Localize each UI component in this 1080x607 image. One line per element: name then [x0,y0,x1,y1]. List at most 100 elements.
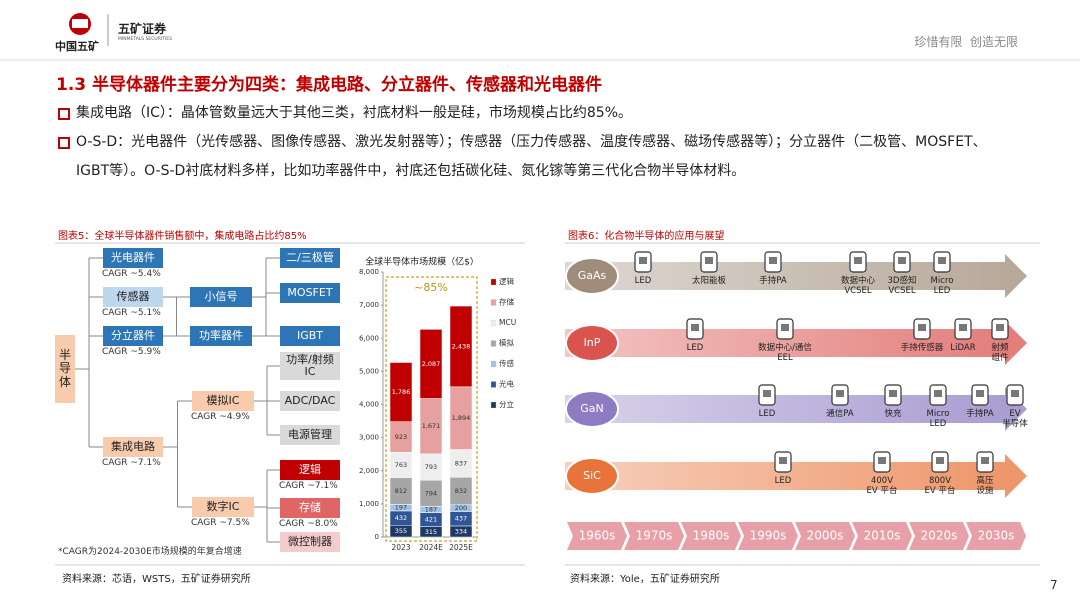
decade-chevron [966,522,1026,550]
material-label: InP [584,336,601,349]
decade-label: 1980s [693,529,730,543]
value-label: 334 [455,527,467,535]
decade-label: 2000s [807,529,844,543]
tree-node: 逻辑 [280,460,340,480]
application-icon-detail [781,324,789,331]
application-label: 数据中心 VCSEL [840,276,876,296]
application-icon-detail [918,324,926,331]
application-label: 400V EV 平台 [866,476,898,496]
slide-title: 1.3 半导体器件主要分为四类：集成电路、分立器件、传感器和光电器件 [56,75,603,95]
value-label: 793 [425,463,437,471]
figure-caption: 图表6：化合物半导体的应用与展望 [568,231,725,242]
legend-label: 光电 [499,379,514,389]
material-badge [565,257,619,295]
value-label: 837 [455,459,467,467]
tree-node: 存储 [280,498,340,518]
application-icon-detail [938,257,946,264]
legend-label: MCU [499,318,516,327]
tree-node: 模拟IC [192,391,254,411]
x-tick-label: 2024E [419,543,443,552]
legend-swatch [490,278,497,286]
decade-label: 1960s [579,529,616,543]
application-label: LED [686,343,704,353]
value-label: 355 [395,527,407,535]
application-icon-detail [705,257,713,264]
tree-root: 半导体 [55,335,75,403]
share-annotation: ~85% [414,281,448,294]
timeline-arrow-shine [565,329,1005,357]
value-label: 812 [395,487,407,495]
page-number: 7 [1050,578,1058,592]
application-icon-detail [854,257,862,264]
value-label: 2,087 [422,360,441,368]
legend-swatch [490,299,497,306]
logo-emblem-mark [72,19,88,28]
tree-node: 电源管理 [280,425,340,445]
application-icon-detail [691,324,699,331]
y-tick-label: 7,000 [359,301,379,309]
application-icon-detail [639,257,647,264]
application-icon-detail [898,257,906,264]
legend-label: 存储 [499,297,514,307]
tree-node: ADC/DAC [280,391,340,411]
legend-label: 模拟 [499,338,514,348]
application-label: 太阳能板 [691,276,727,286]
value-label: 832 [455,487,467,495]
tree-node: MOSFET [280,283,340,303]
application-label: LED [634,276,652,286]
slogan: 珍惜有限 创造无限 [914,35,1018,49]
cagr-label: CAGR ~5.1% [102,308,161,318]
material-badge [565,390,619,428]
decade-chevron [909,522,969,550]
x-tick-label: 2023 [391,543,410,552]
cagr-label: CAGR ~7.1% [102,458,161,468]
legend-label: 传感 [499,358,514,368]
decade-label: 1970s [636,529,673,543]
y-tick-label: 3,000 [359,434,379,442]
ic-share-box [385,276,478,542]
application-icon-detail [779,457,787,464]
application-icon-detail [959,324,967,331]
value-label: 197 [395,504,407,512]
application-label: 手持PA [966,409,994,419]
legend-swatch [490,360,497,368]
application-icon-detail [934,390,942,397]
value-label: 421 [425,516,437,524]
legend-swatch [490,340,497,347]
application-label: 3D感知 VCSEL [887,276,917,296]
decade-label: 2010s [864,529,901,543]
decade-chevron [681,522,741,550]
material-badge [565,324,619,362]
tree-node: 分立器件 [103,326,163,346]
decade-label: 2020s [921,529,958,543]
cagr-label: CAGR ~7.5% [191,518,250,528]
bullet: O-S-D：光电器件（光传感器、图像传感器、激光发射器等）；传感器（压力传感器、… [58,128,1018,186]
application-label: LiDAR [950,343,976,353]
y-tick-label: 6,000 [359,334,379,342]
application-icon-detail [836,390,844,397]
material-label: GaN [580,402,604,415]
decade-chevron [738,522,798,550]
y-tick-label: 0 [375,533,379,541]
tree-node: 光电器件 [103,248,163,268]
tree-node: 微控制器 [280,532,340,552]
tree-node: 数字IC [192,497,254,517]
legend-label: 分立 [499,399,514,409]
y-tick-label: 2,000 [359,467,379,475]
tree-node: 二/三极管 [280,248,340,268]
decade-label: 2030s [978,529,1015,543]
value-label: 315 [425,528,437,536]
application-label: 手持传感器 [900,343,944,353]
x-tick-label: 2025E [449,543,473,552]
tree-node: 传感器 [103,287,163,307]
value-label: 763 [395,461,407,469]
application-label: 800V EV 平台 [924,476,956,496]
application-icon-detail [769,257,777,264]
legend-swatch [490,401,497,409]
application-label: 快充 [884,409,902,419]
application-icon-detail [1011,390,1019,397]
value-label: 187 [425,506,437,514]
legend-swatch [490,319,497,327]
application-label: 手持PA [759,276,787,286]
